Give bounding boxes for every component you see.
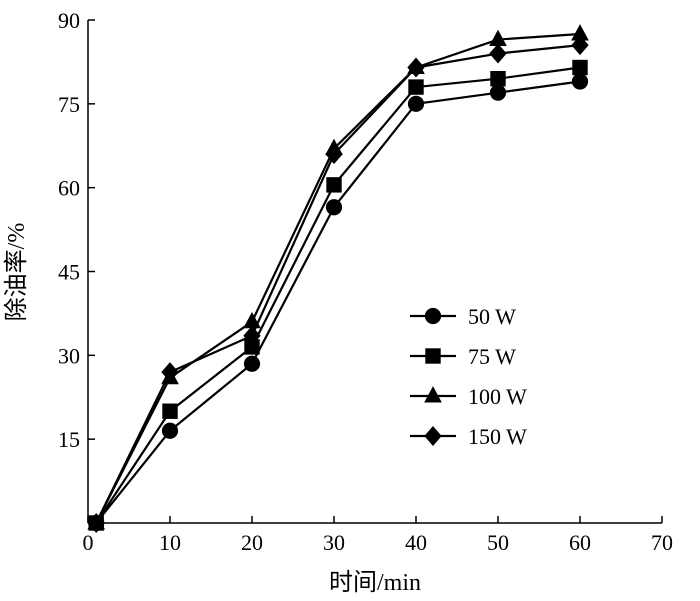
data-point-50w [161, 422, 179, 439]
y-tick-label: 90 [58, 8, 80, 33]
series-150w [87, 35, 589, 533]
series-50w [88, 73, 589, 532]
data-point-150w [87, 513, 105, 533]
x-tick-label: 40 [405, 530, 427, 555]
y-tick-label: 75 [58, 92, 80, 117]
data-point-75w [326, 177, 342, 193]
data-point-50w [325, 199, 343, 216]
legend: 50 W 75 W 100 W 150 W [410, 304, 527, 449]
data-point-75w [408, 79, 424, 95]
data-point-50w [571, 73, 589, 90]
y-tick-label: 15 [58, 427, 80, 452]
x-tick-label: 20 [241, 530, 263, 555]
data-point-150w [325, 144, 343, 165]
x-tick-label: 70 [651, 530, 673, 555]
legend-item-75w: 75 W [410, 344, 516, 369]
x-tick-label: 10 [159, 530, 181, 555]
data-point-150w [571, 35, 589, 56]
series-group [87, 24, 589, 533]
x-tick-label: 30 [323, 530, 345, 555]
series-75w [88, 59, 588, 531]
x-axis-title: 时间/min [329, 569, 421, 596]
legend-label: 75 W [468, 344, 516, 369]
x-ticks: 0 10 20 30 40 50 60 70 [83, 516, 673, 555]
x-tick-label: 60 [569, 530, 591, 555]
data-point-150w [407, 57, 425, 78]
data-point-150w [243, 325, 261, 346]
data-point-50w [243, 355, 261, 372]
y-tick-label: 45 [58, 260, 80, 285]
data-point-50w [489, 84, 507, 101]
legend-marker-50w [424, 307, 442, 325]
legend-item-150w: 150 W [410, 424, 527, 449]
legend-label: 50 W [468, 304, 516, 329]
legend-item-100w: 100 W [410, 384, 527, 409]
series-line-100w [95, 32, 581, 524]
legend-marker-150w [424, 426, 442, 446]
series-100w [87, 24, 589, 530]
data-point-150w [489, 43, 507, 64]
data-point-75w [572, 59, 588, 76]
legend-label: 100 W [468, 384, 527, 409]
y-ticks: 15 30 45 60 75 90 [58, 8, 95, 452]
legend-item-50w: 50 W [410, 304, 516, 329]
axes [87, 20, 662, 524]
y-axis-title: 除油率/% [3, 223, 30, 322]
y-tick-label: 60 [58, 176, 80, 201]
data-point-75w [162, 403, 178, 419]
legend-marker-75w [425, 348, 441, 364]
y-tick-label: 30 [58, 343, 80, 368]
legend-label: 150 W [468, 424, 527, 449]
data-point-75w [490, 70, 506, 87]
data-point-50w [407, 95, 425, 112]
series-line-150w [95, 44, 581, 524]
legend-marker-100w [424, 386, 442, 403]
x-tick-label: 50 [487, 530, 509, 555]
series-line-75w [95, 66, 581, 524]
data-point-150w [161, 362, 179, 383]
x-tick-label: 0 [83, 530, 94, 555]
